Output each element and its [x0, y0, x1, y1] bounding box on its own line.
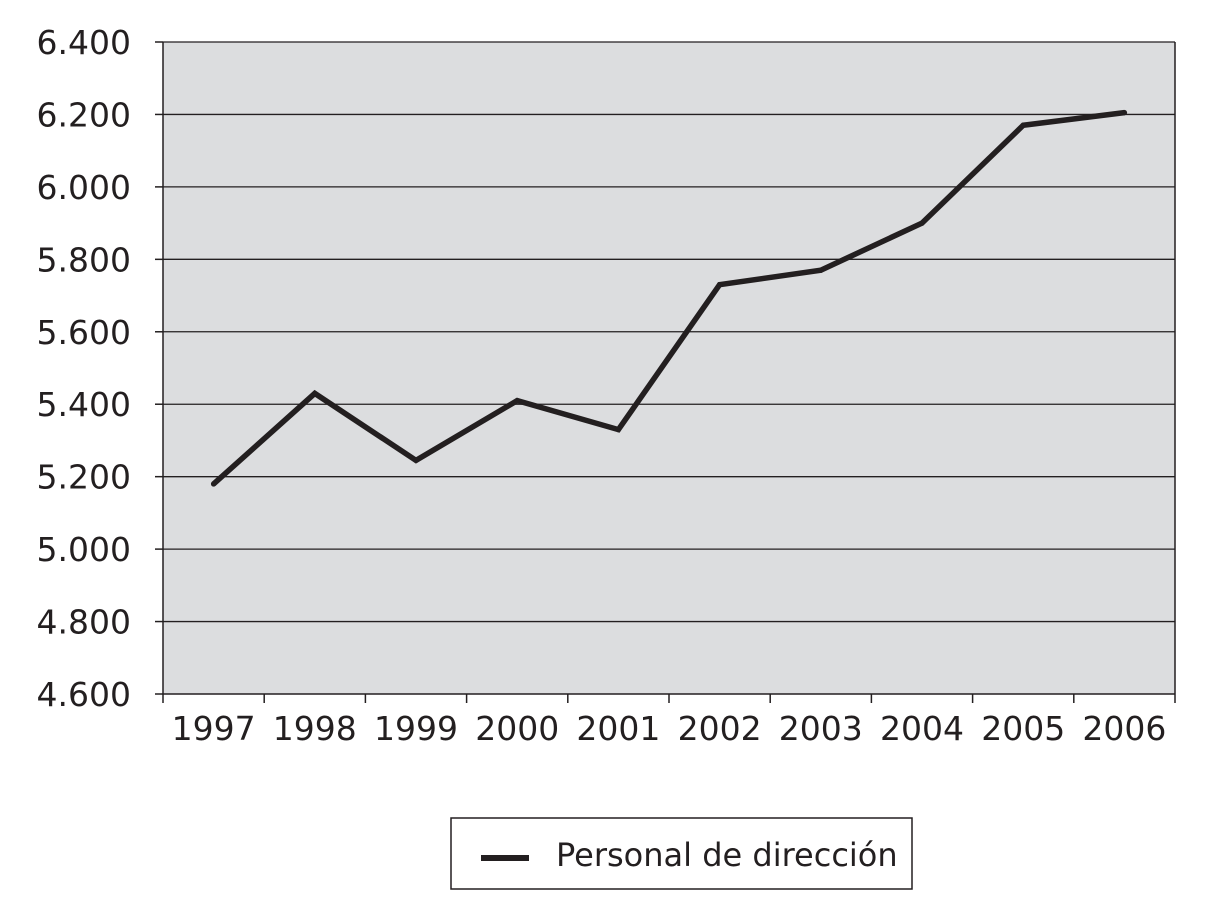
x-tick-label: 2005	[981, 709, 1065, 748]
y-axis-ticks: 4.600 4.800 5.000 5.200 5.400 5.600 5.800 6.000…	[37, 23, 163, 714]
y-tick-label: 5.200	[37, 458, 131, 497]
series-group	[210, 109, 1128, 487]
data-point-2000	[514, 397, 520, 404]
data-point-1997	[210, 481, 217, 487]
series-line-0	[211, 109, 1125, 486]
x-tick-label: 2001	[576, 709, 660, 748]
y-tick-label: 5.600	[37, 313, 131, 352]
data-point-2003	[818, 267, 824, 273]
y-tick-label: 6.400	[37, 23, 131, 62]
legend-label-personal-de-direccion: Personal de dirección	[556, 836, 898, 874]
y-tick-label: 5.400	[37, 385, 131, 424]
y-tick-label: 6.000	[37, 168, 131, 207]
data-point-1998	[312, 390, 318, 397]
plot-area	[163, 42, 1175, 694]
x-tick-label: 2004	[880, 709, 964, 748]
x-tick-label: 2000	[475, 709, 559, 748]
x-tick-label: 1999	[374, 709, 458, 748]
data-point-2006	[1121, 109, 1128, 116]
data-point-2005	[1020, 122, 1026, 129]
data-point-1999	[413, 457, 419, 464]
legend-box	[450, 817, 913, 890]
data-point-2001	[615, 426, 622, 433]
y-tick-label: 4.600	[37, 675, 131, 714]
y-tick-label: 4.800	[37, 603, 131, 642]
y-tick-label: 6.200	[37, 95, 131, 134]
legend: Personal de dirección	[450, 817, 913, 890]
x-tick-label: 2006	[1082, 709, 1166, 748]
y-tick-label: 5.000	[37, 530, 131, 569]
x-tick-label: 1998	[273, 709, 357, 748]
data-point-2004	[919, 220, 925, 226]
x-tick-label: 2002	[678, 709, 762, 748]
y-tick-label: 5.800	[37, 240, 131, 279]
x-tick-label: 1997	[172, 709, 256, 748]
x-tick-label: 2003	[779, 709, 863, 748]
x-axis-ticks: 1997 1998 1999 2000 2001 2002 2003 2004 2005 2006	[162, 694, 1176, 748]
data-point-2002	[716, 281, 723, 288]
